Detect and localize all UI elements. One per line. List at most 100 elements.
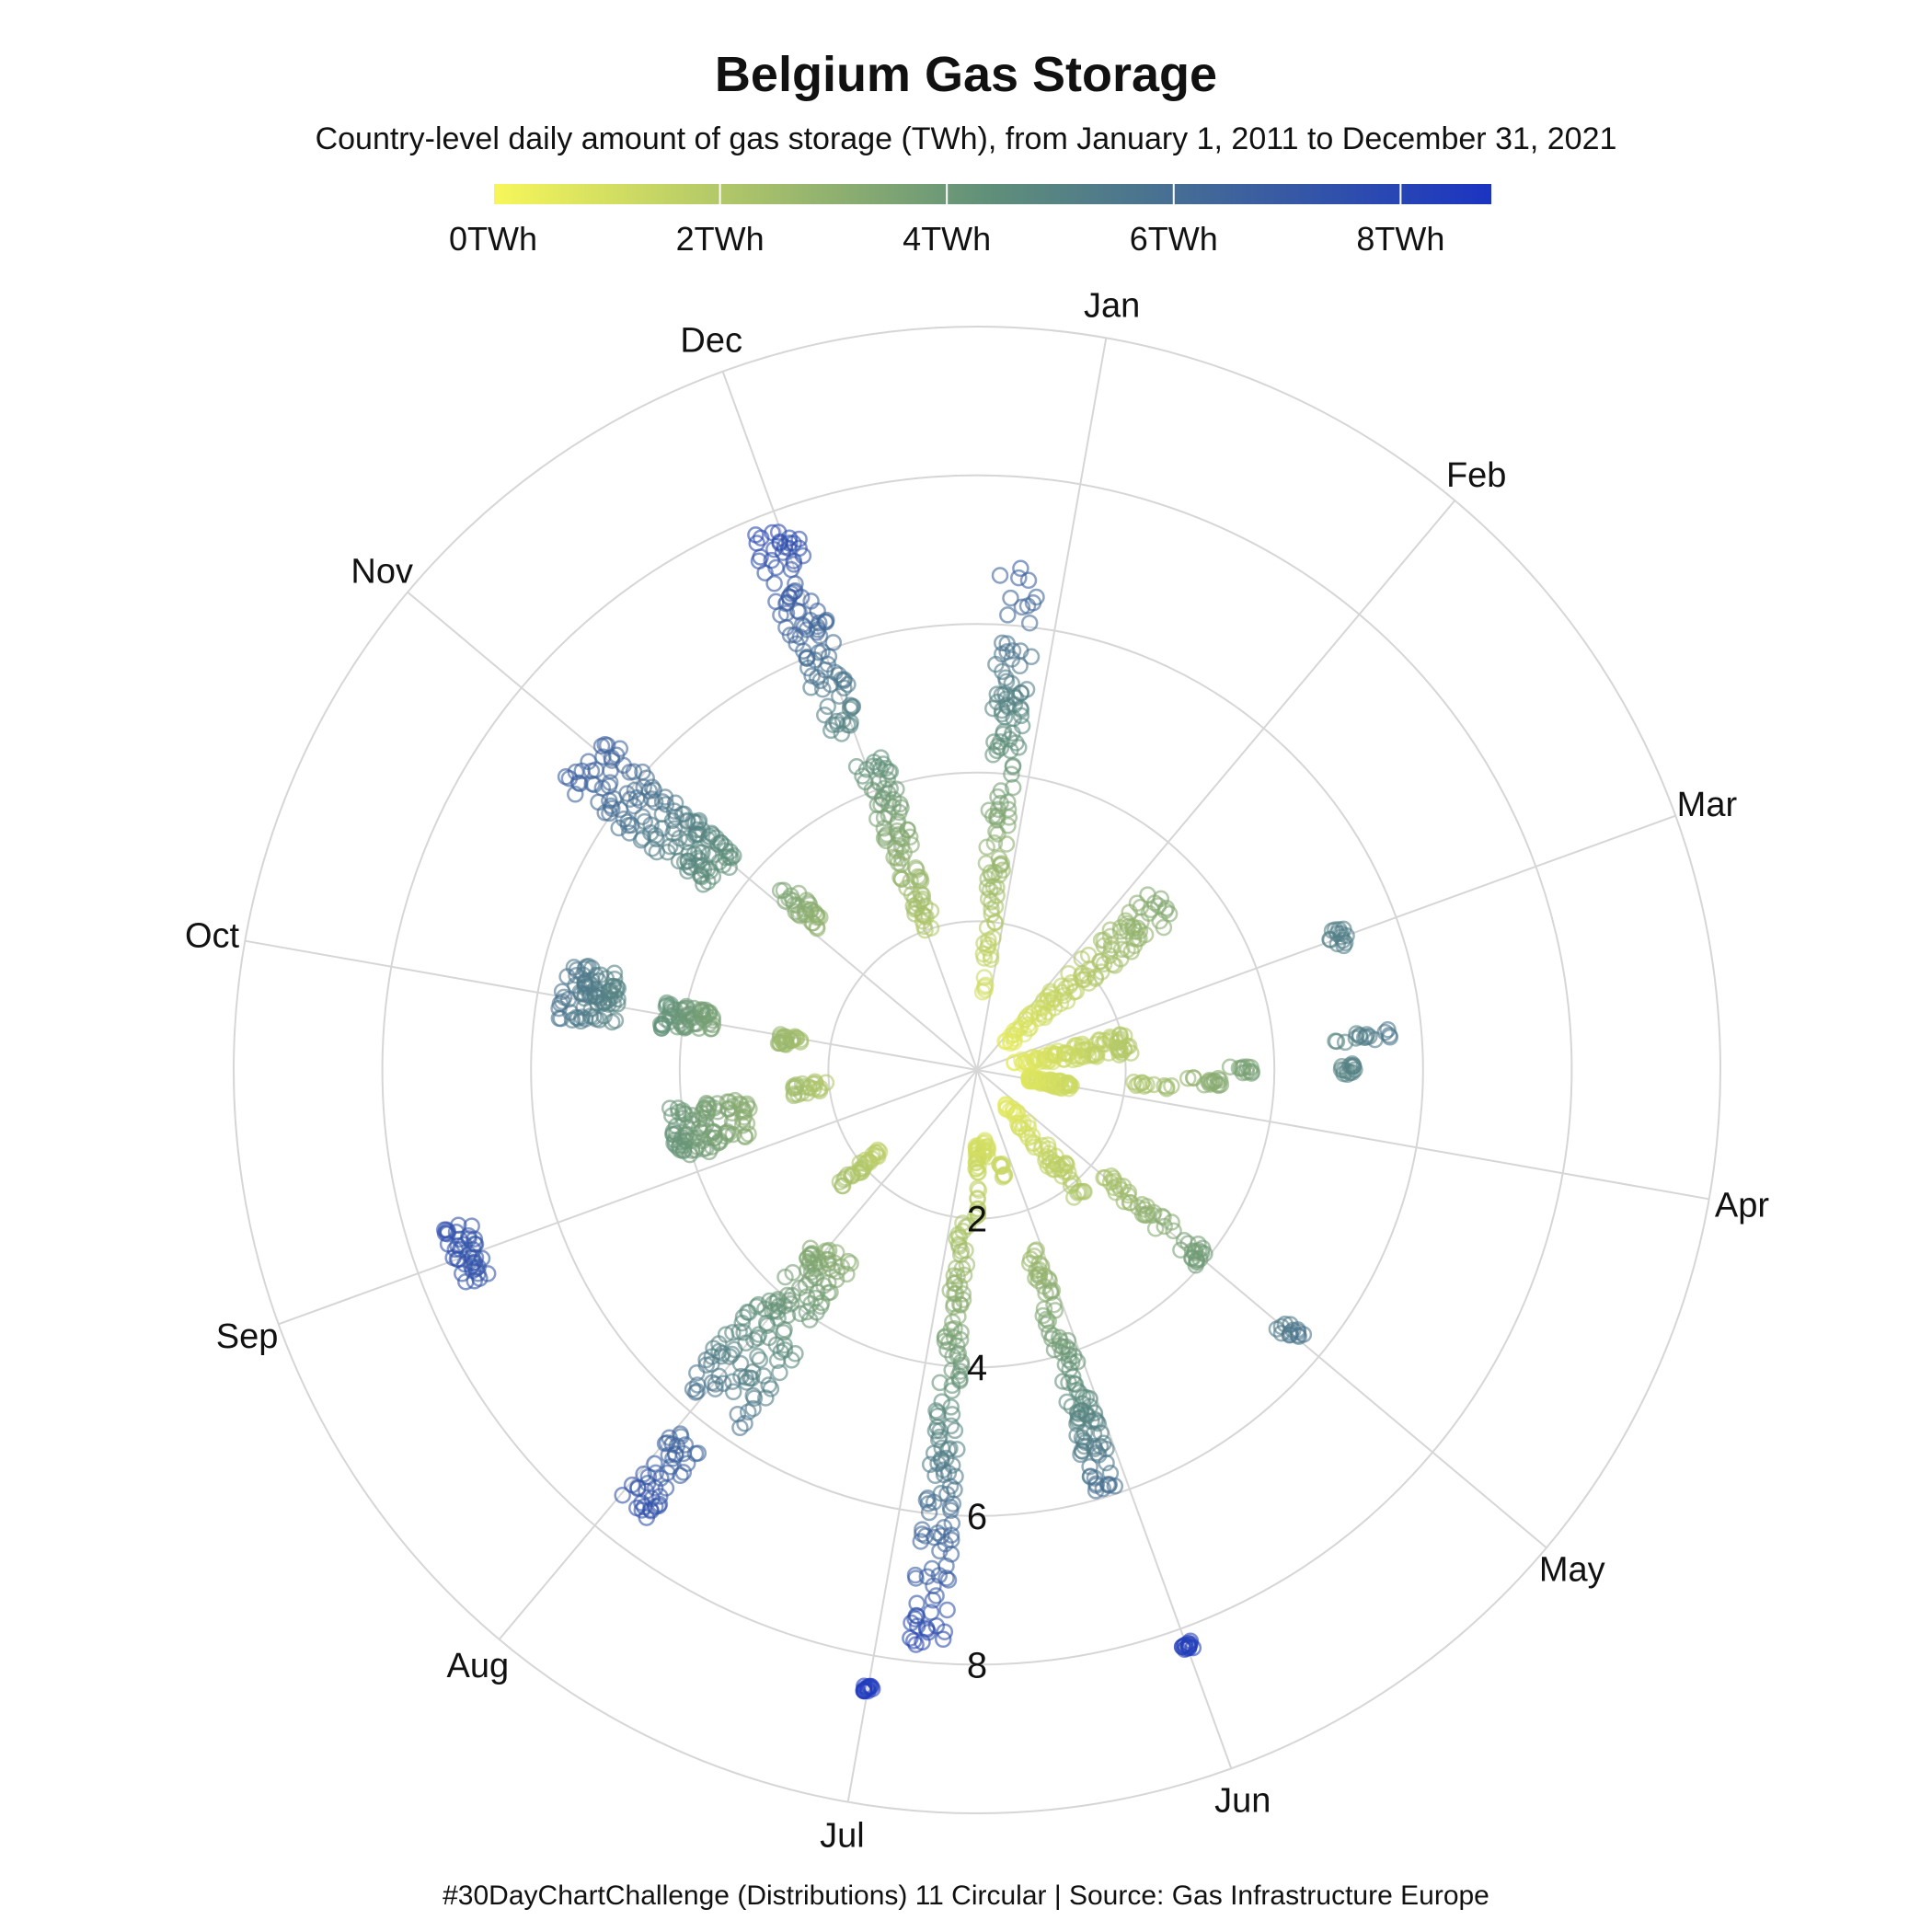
- data-point: [1110, 1041, 1127, 1059]
- data-point: [674, 1444, 693, 1463]
- data-point: [809, 909, 826, 926]
- data-point: [892, 870, 911, 888]
- data-point: [1242, 1058, 1259, 1076]
- grid-ring: [530, 623, 1424, 1517]
- month-label-oct: Oct: [185, 916, 240, 955]
- data-point: [1376, 1023, 1394, 1041]
- data-point: [842, 1254, 859, 1272]
- data-point: [694, 822, 711, 839]
- data-point: [907, 1636, 925, 1653]
- data-point: [1019, 571, 1038, 590]
- data-point: [1010, 569, 1028, 587]
- data-point: [1044, 1327, 1062, 1345]
- data-point: [1003, 650, 1021, 668]
- data-point: [729, 1405, 747, 1423]
- data-point: [925, 1577, 942, 1594]
- data-point: [1014, 1121, 1031, 1139]
- data-point: [951, 1370, 969, 1388]
- month-label-aug: Aug: [446, 1647, 509, 1685]
- data-point: [621, 764, 638, 781]
- data-point: [983, 893, 1000, 911]
- data-point: [1046, 990, 1064, 1008]
- data-point: [789, 884, 808, 903]
- data-point: [988, 742, 1006, 760]
- data-point: [768, 1303, 787, 1320]
- data-point: [1111, 923, 1130, 940]
- data-point: [1035, 991, 1052, 1009]
- data-point: [455, 1236, 473, 1254]
- data-point: [915, 917, 933, 936]
- data-point: [937, 1570, 955, 1587]
- data-point: [979, 890, 997, 908]
- data-point: [741, 1369, 759, 1387]
- data-point: [1379, 1020, 1397, 1039]
- data-point: [1012, 707, 1030, 725]
- data-point: [1102, 936, 1121, 954]
- data-point: [969, 1201, 986, 1218]
- data-point: [771, 1363, 788, 1382]
- data-point: [811, 627, 829, 645]
- data-point: [456, 1255, 474, 1273]
- data-point: [573, 762, 591, 780]
- data-point: [1005, 687, 1023, 706]
- data-point: [970, 1158, 987, 1176]
- data-point: [692, 867, 709, 885]
- legend-tick-label: 6TWh: [1130, 220, 1218, 258]
- data-point: [810, 1081, 827, 1098]
- data-point: [1336, 1033, 1354, 1052]
- data-point: [1127, 1076, 1145, 1095]
- data-point: [724, 1324, 742, 1341]
- data-point: [933, 1527, 950, 1545]
- data-point: [687, 1015, 705, 1032]
- data-point: [1020, 614, 1039, 632]
- data-point: [676, 1126, 695, 1144]
- data-point: [863, 1150, 881, 1167]
- data-point: [829, 716, 846, 733]
- data-point: [812, 1294, 831, 1312]
- data-point: [933, 1439, 950, 1457]
- data-point: [828, 1262, 846, 1281]
- data-point: [938, 1485, 956, 1503]
- data-point: [1033, 1071, 1051, 1088]
- data-point: [824, 634, 843, 651]
- data-point: [855, 1682, 873, 1700]
- data-point: [875, 779, 893, 798]
- data-point: [1018, 681, 1036, 698]
- data-point: [724, 1383, 742, 1401]
- data-point: [674, 1464, 693, 1481]
- data-point: [736, 1128, 754, 1146]
- data-point: [1063, 974, 1080, 992]
- data-point: [460, 1246, 477, 1263]
- data-point: [1133, 1205, 1152, 1224]
- data-point: [1001, 730, 1018, 748]
- data-point: [809, 602, 826, 620]
- data-point: [1004, 778, 1022, 797]
- data-point: [1163, 1213, 1180, 1231]
- data-point: [638, 1509, 656, 1526]
- data-point: [1105, 1169, 1122, 1188]
- data-point: [672, 1425, 689, 1443]
- legend-tick-label: 0TWh: [449, 220, 537, 258]
- data-point: [926, 1422, 945, 1440]
- data-point: [590, 972, 608, 990]
- data-point: [756, 564, 774, 581]
- data-point: [567, 763, 585, 781]
- data-point: [937, 1535, 954, 1553]
- data-point: [780, 529, 799, 547]
- radial-tick-label: 4: [967, 1348, 987, 1388]
- data-point: [967, 1137, 985, 1156]
- data-point: [583, 972, 601, 990]
- data-point: [595, 1006, 613, 1025]
- data-point: [1093, 963, 1110, 981]
- data-point: [1092, 931, 1110, 949]
- grid-spoke: [976, 1069, 1709, 1201]
- data-point: [1018, 1125, 1035, 1143]
- data-point: [667, 1446, 684, 1464]
- data-point: [1004, 1025, 1022, 1043]
- data-point: [1328, 1032, 1346, 1051]
- grid-ring: [678, 771, 1276, 1369]
- data-point: [663, 1007, 681, 1025]
- data-point: [997, 835, 1016, 853]
- data-point: [777, 618, 795, 637]
- data-point: [686, 1384, 705, 1401]
